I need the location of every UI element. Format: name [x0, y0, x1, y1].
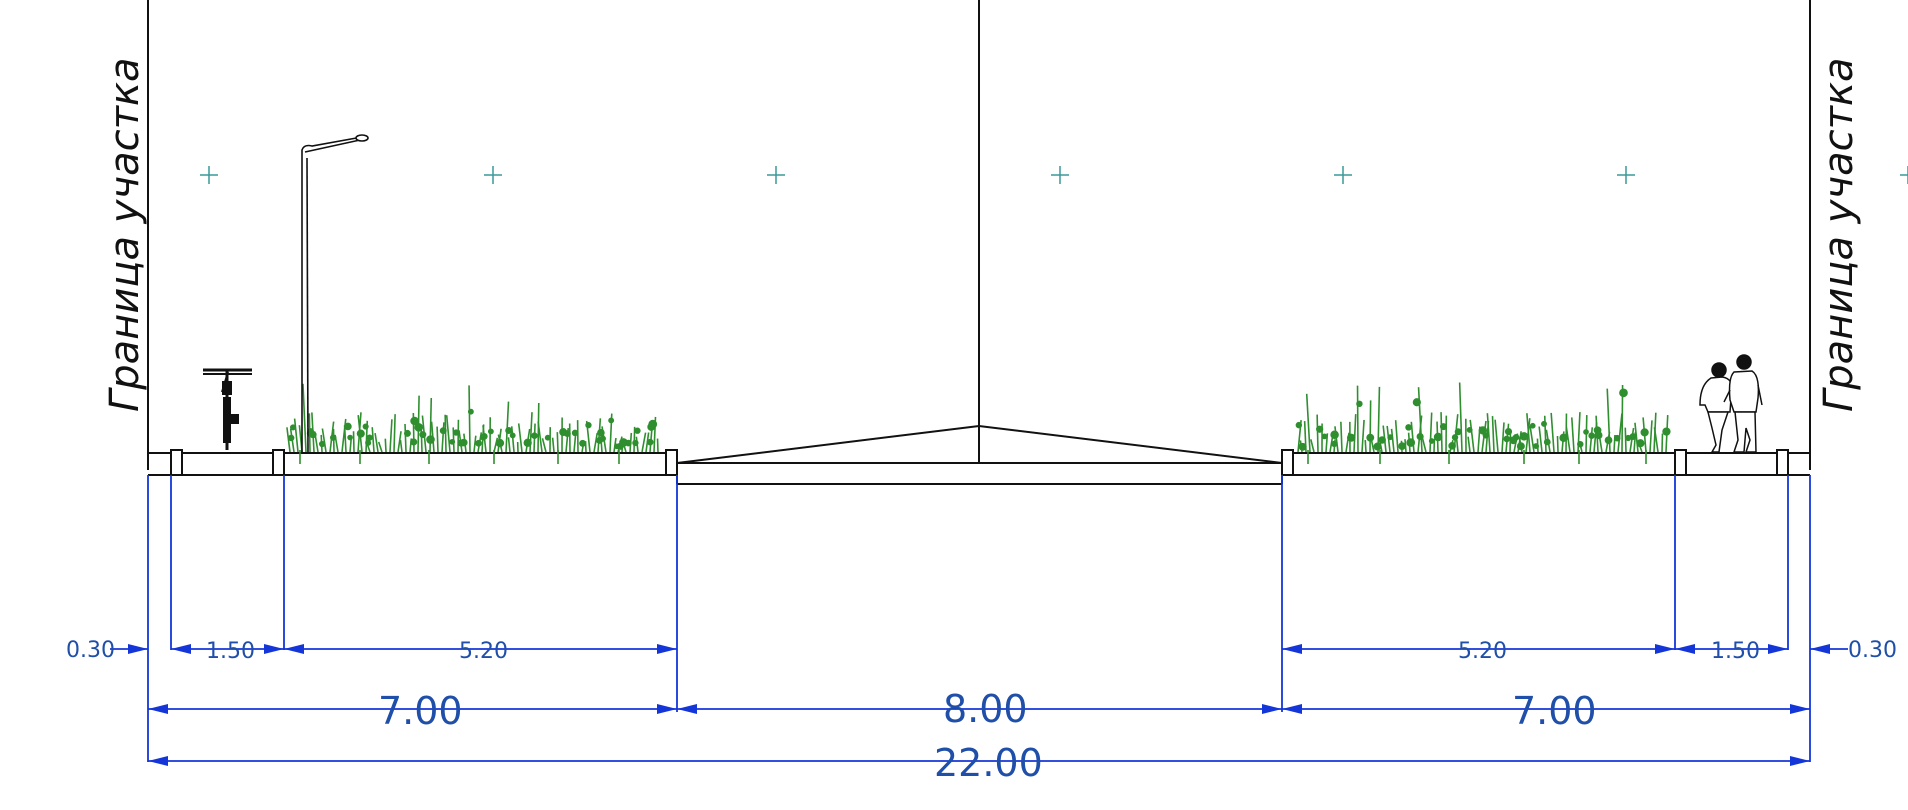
crosshair-icon — [1900, 166, 1908, 184]
crosshair-icon — [1334, 166, 1352, 184]
road-camber — [676, 424, 1283, 464]
curb-left-outer — [170, 449, 183, 476]
dim-label-7-00-left: 7.00 — [378, 689, 463, 733]
dim-label-5-20-right: 5.20 — [1458, 639, 1507, 664]
dim-label-1-50-right: 1.50 — [1711, 639, 1760, 664]
boundary-label-right: Граница участка — [1816, 57, 1862, 412]
dimension-labels: 0.30 1.50 5.20 5.20 1.50 0.30 7.00 8.00 … — [66, 638, 1897, 785]
dim-label-7-00-right: 7.00 — [1512, 689, 1597, 733]
dimension-lines — [110, 475, 1848, 766]
crosshair-icon — [1051, 166, 1069, 184]
dim-label-0-30-right: 0.30 — [1848, 638, 1897, 663]
lawn-right — [1295, 382, 1671, 464]
crosshair-icon — [1617, 166, 1635, 184]
curb-left-road — [665, 449, 678, 476]
curb-right-inner — [1674, 449, 1687, 476]
dim-label-8-00: 8.00 — [943, 687, 1028, 731]
pedestrians-icon — [1699, 354, 1763, 453]
crosshair-markers — [200, 166, 1908, 184]
curb-right-outer — [1776, 449, 1789, 476]
cross-section-ground — [148, 424, 1810, 485]
crosshair-icon — [767, 166, 785, 184]
dim-label-5-20-left: 5.20 — [459, 639, 508, 664]
curb-left-inner — [272, 449, 285, 476]
crosshair-icon — [484, 166, 502, 184]
lawn-left — [286, 383, 659, 464]
dim-label-0-30-left: 0.30 — [66, 638, 115, 663]
bicycle-icon — [203, 368, 252, 450]
street-light-icon — [301, 134, 369, 454]
dim-label-1-50-left: 1.50 — [206, 639, 255, 664]
curb-right-road — [1281, 449, 1294, 476]
crosshair-icon — [200, 166, 218, 184]
boundary-label-left: Граница участка — [102, 57, 148, 412]
dim-label-22-00: 22.00 — [934, 741, 1043, 785]
